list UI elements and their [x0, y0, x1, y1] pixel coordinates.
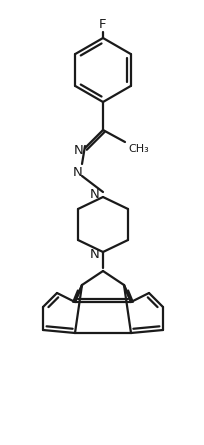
Text: CH₃: CH₃	[127, 144, 148, 154]
Text: N: N	[73, 166, 82, 178]
Text: N: N	[74, 143, 83, 157]
Text: F: F	[99, 18, 106, 31]
Text: N: N	[90, 247, 99, 260]
Text: N: N	[90, 187, 99, 201]
